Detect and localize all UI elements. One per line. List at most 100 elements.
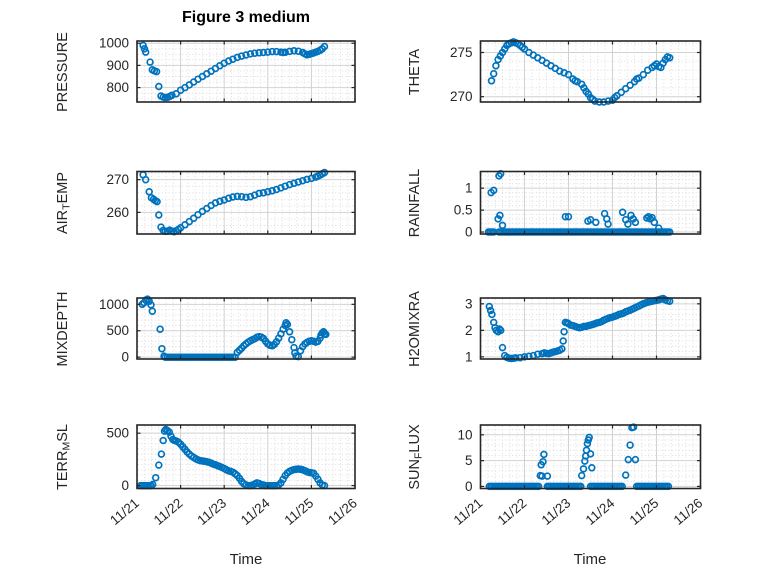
data-marker: [543, 472, 552, 480]
data-marker: [496, 326, 505, 335]
y-axis-label-terr-msl: TERR M SL: [52, 347, 74, 567]
tick-marks: [136, 298, 356, 359]
y-tick-label: 2: [465, 323, 473, 338]
tick-marks: [479, 171, 702, 234]
data-marker: [246, 50, 255, 58]
major-grid: [138, 299, 354, 358]
y-tick-label: 0: [465, 479, 473, 494]
data-marker: [148, 480, 157, 489]
subplot-theta: 270 275: [450, 38, 702, 106]
data-marker: [650, 218, 659, 227]
data-marker: [155, 461, 163, 469]
subplot-mixdepth: 0 500 1000: [99, 295, 356, 365]
axis-box: [479, 424, 702, 490]
tick-marks: [479, 41, 702, 102]
y-tick-label: 1: [465, 181, 473, 196]
data-marker: [242, 51, 250, 59]
y-axis-label-text: TERR: [54, 450, 71, 490]
axis-box: [136, 170, 356, 235]
data-marker: [152, 67, 161, 76]
data-marker: [255, 49, 263, 57]
data-marker: [621, 84, 630, 93]
data-marker: [561, 212, 570, 221]
tick-marks: [136, 171, 356, 234]
y-tick-label: 1: [465, 349, 473, 364]
data-marker: [148, 307, 157, 315]
data-marker: [533, 350, 542, 358]
data-marker: [489, 69, 498, 78]
x-axis-label-right: Time: [573, 551, 607, 568]
series-h2omixra: [485, 294, 674, 363]
y-axis-label-sun-flux: SUN F LUX: [404, 347, 426, 567]
data-marker: [624, 220, 632, 228]
data-marker: [320, 42, 329, 51]
data-marker: [242, 193, 250, 202]
tick-marks: [136, 41, 356, 102]
data-marker: [487, 77, 496, 85]
data-marker: [268, 47, 276, 56]
data-marker: [586, 450, 595, 458]
data-marker: [264, 48, 272, 56]
y-tick-label: 500: [106, 426, 129, 441]
data-marker: [621, 471, 630, 479]
data-marker: [156, 325, 164, 333]
data-marker: [146, 58, 154, 66]
data-marker: [592, 218, 600, 227]
x-tick-label: 11/24: [583, 495, 618, 528]
data-marker: [294, 47, 303, 55]
data-marker: [151, 473, 160, 482]
data-marker: [229, 193, 237, 201]
x-tick-label: 11/22: [151, 495, 186, 528]
data-marker: [626, 441, 634, 449]
data-marker: [189, 214, 198, 223]
x-tick-label: 11/21: [451, 495, 486, 528]
y-axis-label-text: LUX: [406, 424, 423, 453]
data-marker: [283, 320, 292, 329]
data-marker: [631, 218, 640, 227]
y-tick-label: 500: [106, 323, 129, 338]
data-marker: [631, 455, 640, 464]
data-marker: [492, 62, 500, 70]
data-marker: [158, 344, 166, 353]
x-tick-label: 11/25: [282, 495, 317, 528]
tick-marks: [479, 425, 702, 489]
data-marker: [216, 197, 224, 206]
y-tick-label: 0.5: [454, 203, 473, 218]
tick-marks: [479, 298, 702, 359]
axis-box: [136, 40, 356, 103]
subplot-pressure: 800 900 1000: [99, 36, 356, 103]
x-tick-label: 11/22: [495, 495, 530, 528]
data-marker: [237, 192, 246, 201]
data-marker: [165, 428, 174, 436]
series-rainfall: [484, 169, 674, 236]
axis-box: [479, 170, 702, 235]
x-tick-label: 11/26: [325, 495, 360, 528]
subplot-sun-flux: 0 5 10 11/21 11/22 11/23 11/24 11/25 11/26: [451, 423, 705, 528]
data-marker: [665, 54, 674, 62]
data-marker: [307, 174, 316, 183]
data-marker: [285, 328, 294, 336]
y-tick-label: 0: [121, 478, 129, 493]
axis-box: [136, 424, 356, 490]
x-tick-label: 11/21: [107, 495, 142, 528]
data-marker: [665, 228, 674, 236]
y-tick-label: 0: [121, 350, 129, 365]
series-theta: [487, 38, 674, 106]
data-marker: [322, 330, 330, 339]
y-tick-label: 0: [465, 225, 473, 240]
data-marker: [268, 187, 276, 195]
data-marker: [604, 97, 612, 105]
tick-marks: [136, 425, 356, 489]
data-marker: [486, 306, 495, 315]
data-marker: [255, 189, 263, 198]
y-tick-label: 900: [106, 58, 129, 73]
data-marker: [285, 47, 294, 56]
data-marker: [489, 186, 498, 195]
data-marker: [290, 47, 298, 55]
axis-box: [479, 297, 702, 360]
y-axis-label-subscript: M: [60, 441, 73, 451]
data-marker: [168, 91, 176, 100]
data-marker: [298, 176, 307, 185]
plot-background: [137, 171, 355, 234]
